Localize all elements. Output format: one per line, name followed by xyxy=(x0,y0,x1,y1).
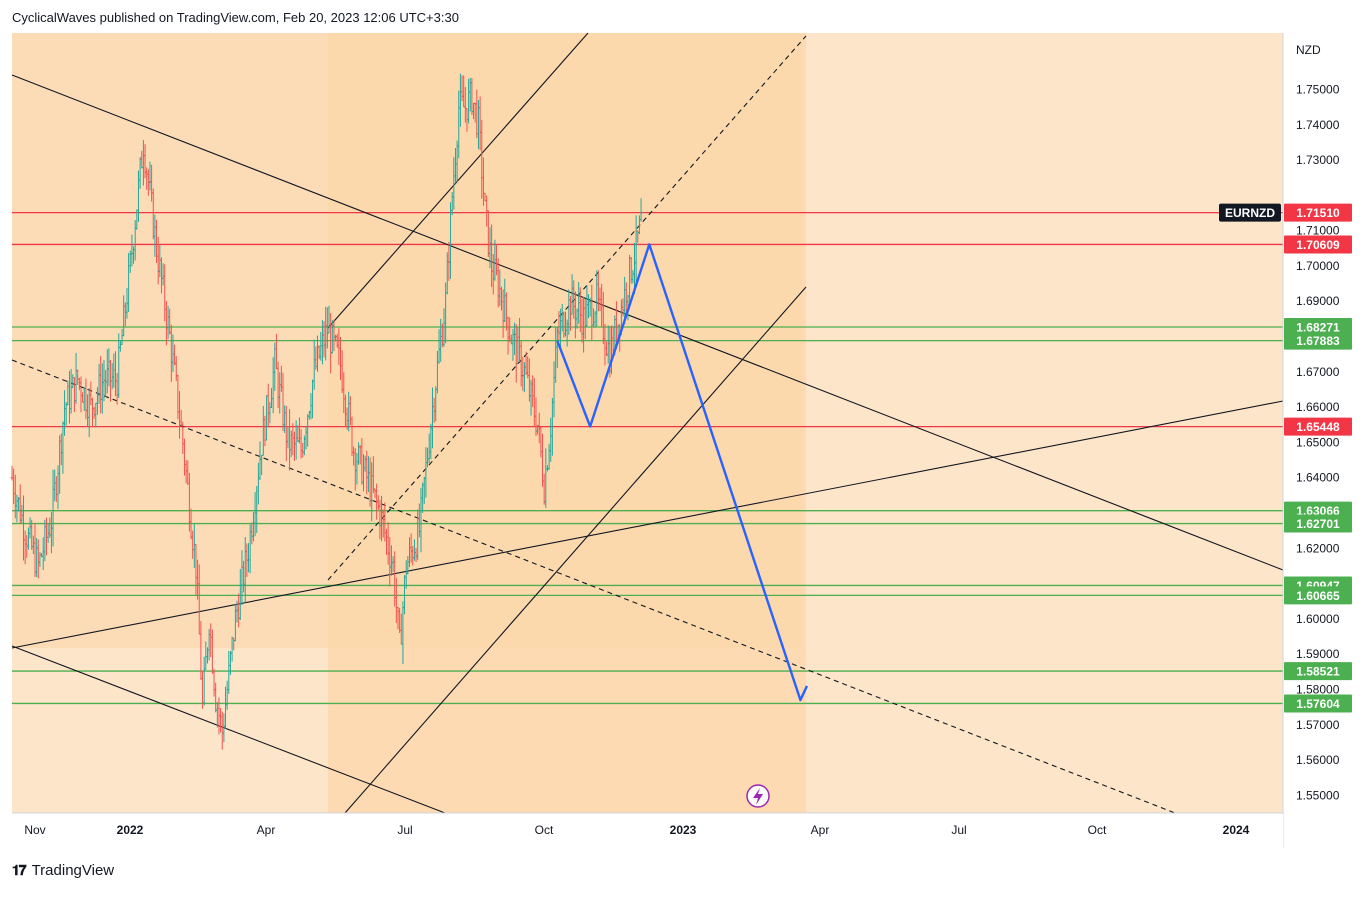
symbol-badge-bg xyxy=(1219,203,1281,222)
y-tick-label: 1.65000 xyxy=(1296,435,1340,449)
publish-header: CyclicalWaves published on TradingView.c… xyxy=(12,10,459,25)
trend-line-3 xyxy=(344,286,807,814)
trend-line-0 xyxy=(11,74,1284,571)
level-price-label-2: 1.68271 xyxy=(1296,320,1340,334)
y-tick-label: 1.64000 xyxy=(1296,471,1340,485)
y-tick-label: 1.67000 xyxy=(1296,365,1340,379)
level-price-label-bg-9 xyxy=(1284,662,1352,681)
currency-label: NZD xyxy=(1296,43,1321,57)
trend-line-6 xyxy=(11,400,1284,649)
level-price-label-bg-4 xyxy=(1284,417,1352,436)
time-axis-bg xyxy=(12,814,1283,848)
level-price-label-1: 1.70609 xyxy=(1296,238,1340,252)
footer-brand: 𝟏𝟕 TradingView xyxy=(12,862,114,879)
ohlc-bar xyxy=(639,198,643,222)
x-tick-label: Oct xyxy=(1088,823,1107,837)
y-tick-label: 1.69000 xyxy=(1296,294,1340,308)
level-price-label-4: 1.65448 xyxy=(1296,420,1340,434)
lightning-glyph-icon xyxy=(753,788,763,805)
highlight-zone-channel xyxy=(328,33,806,813)
symbol-badge: EURNZD xyxy=(1225,206,1275,220)
y-tick-label: 1.66000 xyxy=(1296,400,1340,414)
y-tick-label: 1.57000 xyxy=(1296,718,1340,732)
level-price-label-bg-10 xyxy=(1284,694,1352,713)
x-tick-label: 2022 xyxy=(117,823,144,837)
y-tick-label: 1.62000 xyxy=(1296,541,1340,555)
level-price-label-8: 1.60665 xyxy=(1296,589,1340,603)
trend-line-5 xyxy=(11,359,1176,814)
trend-line-2 xyxy=(327,32,589,329)
level-price-label-6: 1.62701 xyxy=(1296,517,1340,531)
y-tick-label: 1.71000 xyxy=(1296,224,1340,238)
y-tick-label: 1.59000 xyxy=(1296,647,1340,661)
level-price-label-9: 1.58521 xyxy=(1296,665,1340,679)
y-tick-label: 1.60000 xyxy=(1296,612,1340,626)
y-tick-label: 1.56000 xyxy=(1296,753,1340,767)
level-price-label-bg-2 xyxy=(1284,317,1352,336)
x-tick-label: Apr xyxy=(811,823,830,837)
x-tick-label: Jul xyxy=(397,823,412,837)
y-tick-label: 1.75000 xyxy=(1296,82,1340,96)
tradingview-logo-icon: 𝟏𝟕 xyxy=(12,862,27,878)
x-tick-label: Oct xyxy=(535,823,554,837)
footer-brand-text: TradingView xyxy=(31,862,115,879)
level-price-label-bg-6 xyxy=(1284,514,1352,533)
level-price-label-10: 1.57604 xyxy=(1296,697,1340,711)
level-price-label-bg-1 xyxy=(1284,235,1352,254)
x-tick-label: Apr xyxy=(257,823,276,837)
x-tick-label: 2023 xyxy=(670,823,697,837)
trend-line-4 xyxy=(327,35,807,581)
level-price-label-bg-0 xyxy=(1284,203,1352,222)
projection-path xyxy=(556,243,809,702)
level-price-label-bg-8 xyxy=(1284,586,1352,605)
x-tick-label: Nov xyxy=(24,823,45,837)
y-tick-label: 1.70000 xyxy=(1296,259,1340,273)
level-price-label-0: 1.71510 xyxy=(1296,206,1340,220)
y-tick-label: 1.74000 xyxy=(1296,118,1340,132)
level-price-label-bg-3 xyxy=(1284,331,1352,350)
x-tick-label: Jul xyxy=(951,823,966,837)
y-tick-label: 1.58000 xyxy=(1296,682,1340,696)
level-price-label-3: 1.67883 xyxy=(1296,334,1340,348)
y-tick-label: 1.73000 xyxy=(1296,153,1340,167)
trend-line-1 xyxy=(11,645,446,814)
y-tick-label: 1.55000 xyxy=(1296,788,1340,802)
x-tick-label: 2024 xyxy=(1223,823,1250,837)
